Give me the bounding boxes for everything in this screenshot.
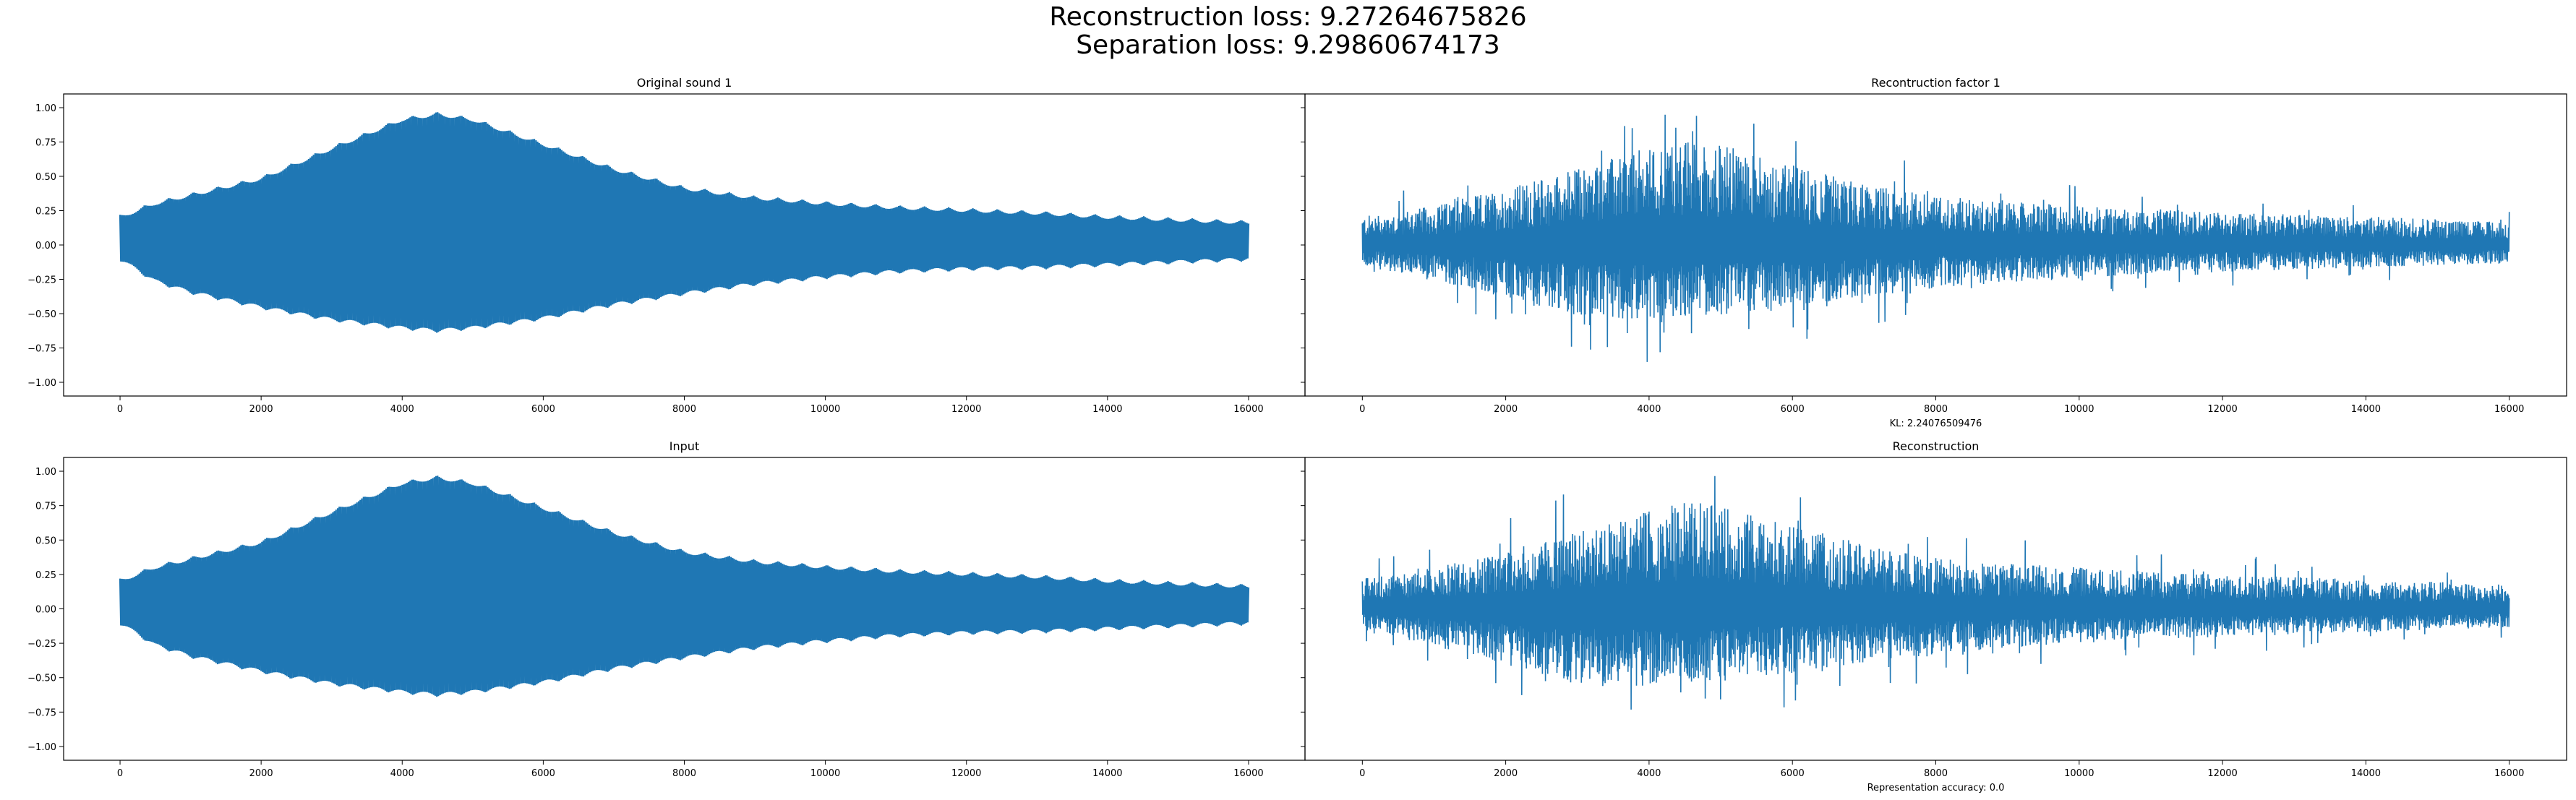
x-tick-label: 6000 <box>531 768 555 779</box>
y-tick-label: −0.50 <box>27 674 56 684</box>
subplot-title: Recontruction factor 1 <box>1871 76 2001 90</box>
x-tick-label: 4000 <box>1637 768 1661 779</box>
x-tick-label: 8000 <box>1924 404 1948 415</box>
x-tick-label: 10000 <box>810 404 840 415</box>
y-tick-label: −0.75 <box>27 344 56 355</box>
x-tick-label: 0 <box>1359 404 1365 415</box>
y-tick-label: 0.50 <box>35 172 56 183</box>
x-tick-label: 0 <box>117 404 123 415</box>
x-tick-label: 12000 <box>951 768 981 779</box>
y-tick-label: 0.00 <box>35 241 56 251</box>
subplot-1: Original sound 1 0 2000 4000 6000 8000 10000 12… <box>27 76 1306 415</box>
y-tick-label: 0.25 <box>35 207 56 218</box>
subplot-title: Original sound 1 <box>637 76 732 90</box>
x-tick-label: 6000 <box>531 404 555 415</box>
figure-suptitle-line-1: Reconstruction loss: 9.27264675826 <box>1049 2 1527 32</box>
x-tick-label: 12000 <box>951 404 981 415</box>
x-tick-label: 0 <box>1359 768 1365 779</box>
figure-suptitle-line-2: Separation loss: 9.29860674173 <box>1076 30 1500 60</box>
subplot-2: Recontruction factor 1 0 2000 4000 6000 8000 1… <box>1301 76 2567 429</box>
y-tick-label: −0.50 <box>27 309 56 320</box>
x-tick-label: 4000 <box>390 404 414 415</box>
y-tick-label: 1.00 <box>35 103 56 114</box>
y-tick-label: 0.25 <box>35 570 56 581</box>
x-axis-label: Representation accuracy: 0.0 <box>1867 783 2005 793</box>
x-tick-label: 0 <box>117 768 123 779</box>
x-tick-label: 12000 <box>2207 768 2237 779</box>
y-tick-label: −1.00 <box>27 378 56 389</box>
y-tick-label: 1.00 <box>35 467 56 478</box>
x-tick-label: 2000 <box>1494 768 1518 779</box>
x-tick-label: 10000 <box>810 768 840 779</box>
subplot-4: Reconstruction 0 2000 4000 6000 8000 10000 1200… <box>1301 439 2567 793</box>
y-tick-label: −1.00 <box>27 742 56 753</box>
subplot-3: Input 0 2000 4000 6000 8000 10000 12000 14000 160… <box>27 439 1306 779</box>
x-tick-label: 14000 <box>2351 404 2381 415</box>
waveform-series <box>119 476 1250 697</box>
waveform-series <box>119 112 1250 333</box>
subplot-title: Input <box>669 439 699 453</box>
y-tick-label: 0.50 <box>35 536 56 546</box>
x-tick-label: 4000 <box>390 768 414 779</box>
x-tick-label: 8000 <box>1924 768 1948 779</box>
x-tick-label: 8000 <box>672 404 696 415</box>
x-tick-label: 10000 <box>2064 768 2094 779</box>
x-tick-label: 14000 <box>1092 768 1122 779</box>
x-tick-label: 14000 <box>2351 768 2381 779</box>
x-tick-label: 12000 <box>2207 404 2237 415</box>
x-tick-label: 16000 <box>1233 768 1263 779</box>
x-tick-label: 16000 <box>2494 768 2524 779</box>
y-tick-label: −0.75 <box>27 707 56 718</box>
waveform-series <box>1361 114 2510 362</box>
x-tick-label: 10000 <box>2064 404 2094 415</box>
x-tick-label: 4000 <box>1637 404 1661 415</box>
y-tick-label: 0.75 <box>35 502 56 512</box>
x-tick-label: 2000 <box>1494 404 1518 415</box>
x-tick-label: 16000 <box>2494 404 2524 415</box>
x-tick-label: 14000 <box>1092 404 1122 415</box>
x-tick-label: 8000 <box>672 768 696 779</box>
subplot-title: Reconstruction <box>1893 439 1980 453</box>
y-tick-label: 0.00 <box>35 605 56 616</box>
y-tick-label: −0.25 <box>27 639 56 650</box>
x-axis-label: KL: 2.24076509476 <box>1890 418 1982 429</box>
x-tick-label: 16000 <box>1233 404 1263 415</box>
x-tick-label: 2000 <box>249 404 273 415</box>
x-tick-label: 2000 <box>249 768 273 779</box>
x-tick-label: 6000 <box>1781 404 1805 415</box>
y-tick-label: −0.25 <box>27 275 56 286</box>
y-tick-label: 0.75 <box>35 138 56 149</box>
x-tick-label: 6000 <box>1781 768 1805 779</box>
waveform-series <box>1361 476 2510 710</box>
